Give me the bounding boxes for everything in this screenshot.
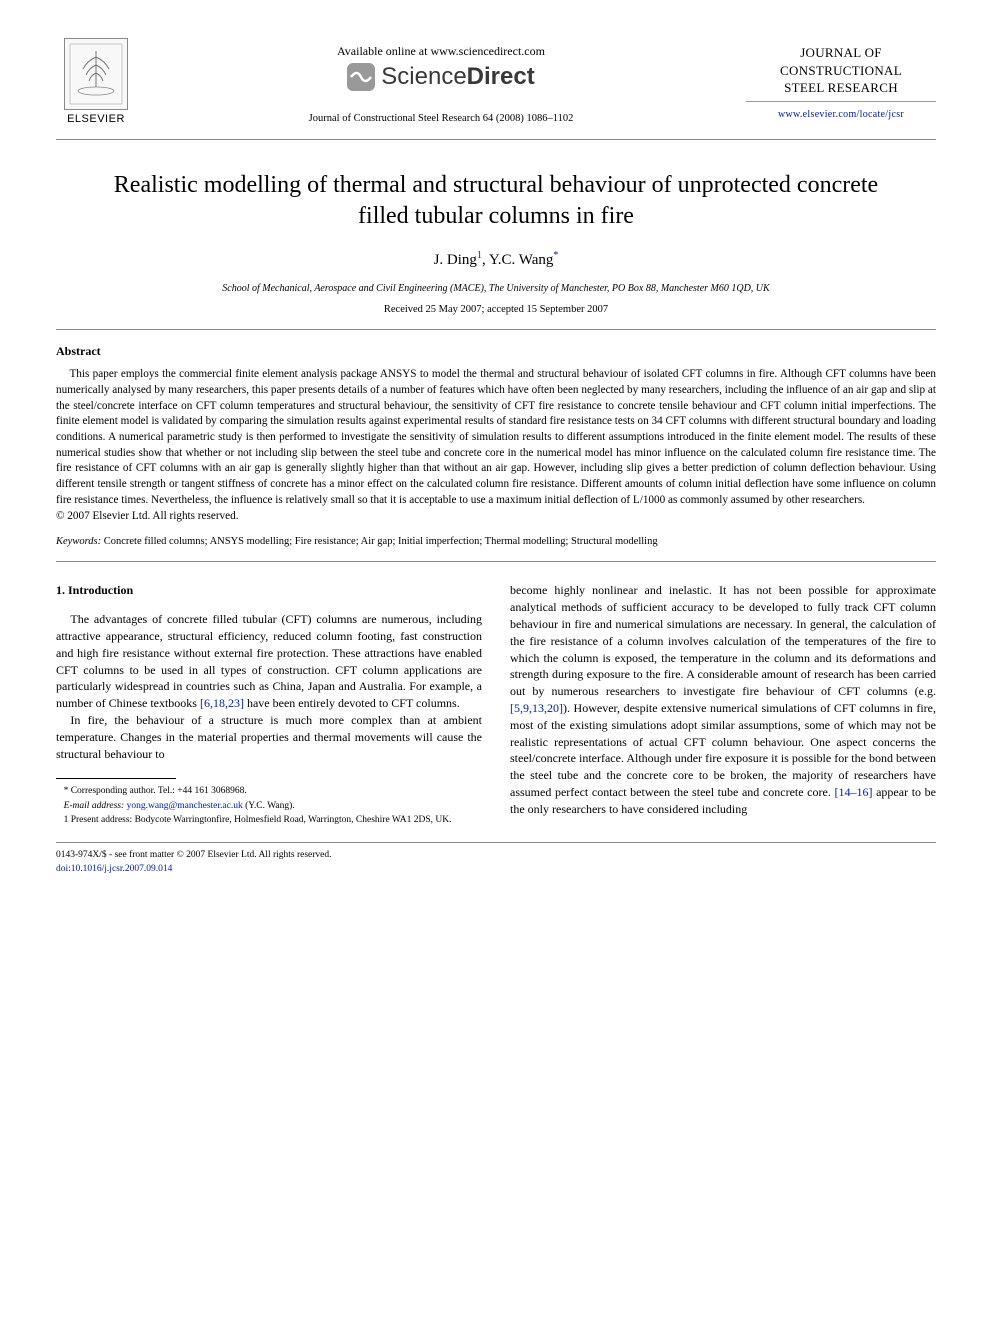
- bottom-matter: 0143-974X/$ - see front matter © 2007 El…: [56, 849, 936, 876]
- intro-p1: The advantages of concrete filled tubula…: [56, 611, 482, 712]
- intro-p2: In fire, the behaviour of a structure is…: [56, 712, 482, 762]
- intro-heading: 1. Introduction: [56, 582, 482, 599]
- publisher-name: ELSEVIER: [67, 113, 125, 125]
- author-2: Y.C. Wang: [489, 252, 554, 268]
- sciencedirect-icon: [347, 63, 375, 91]
- footnotes-separator: [56, 778, 176, 779]
- keywords-line: Keywords: Concrete filled columns; ANSYS…: [56, 536, 936, 547]
- abstract-body: This paper employs the commercial finite…: [56, 367, 936, 508]
- ref-link-14-16[interactable]: [14–16]: [834, 785, 872, 799]
- ref-link-5-9-13-20[interactable]: [5,9,13,20]: [510, 701, 563, 715]
- sd-prefix: Science: [381, 63, 466, 90]
- journal-rule: [746, 101, 936, 102]
- authors-line: J. Ding1, Y.C. Wang*: [56, 250, 936, 269]
- keywords-list: Concrete filled columns; ANSYS modelling…: [104, 536, 658, 547]
- bottom-left: 0143-974X/$ - see front matter © 2007 El…: [56, 849, 332, 876]
- sd-suffix: Direct: [467, 63, 535, 90]
- present-address-fn: 1 Present address: Bodycote Warringtonfi…: [56, 814, 482, 827]
- affiliation: School of Mechanical, Aerospace and Civi…: [56, 283, 936, 294]
- journal-name-l3: STEEL RESEARCH: [746, 79, 936, 97]
- body-columns: 1. Introduction The advantages of concre…: [56, 582, 936, 828]
- sciencedirect-logo: ScienceDirect: [347, 63, 534, 91]
- doi-label[interactable]: doi:: [56, 864, 71, 874]
- doi-link[interactable]: 10.1016/j.jcsr.2007.09.014: [71, 864, 173, 874]
- keywords-label: Keywords:: [56, 536, 101, 547]
- abstract-copyright: © 2007 Elsevier Ltd. All rights reserved…: [56, 510, 936, 522]
- elsevier-tree-icon: [64, 38, 128, 110]
- ref-link-6-18-23[interactable]: [6,18,23]: [200, 696, 244, 710]
- email-who: (Y.C. Wang).: [245, 801, 295, 811]
- email-fn: E-mail address: yong.wang@manchester.ac.…: [56, 800, 482, 813]
- abstract-heading: Abstract: [56, 344, 936, 359]
- front-matter-line: 0143-974X/$ - see front matter © 2007 El…: [56, 849, 332, 862]
- email-label: E-mail address:: [64, 801, 125, 811]
- journal-name-l1: JOURNAL OF: [746, 44, 936, 62]
- footnotes: * Corresponding author. Tel.: +44 161 30…: [56, 785, 482, 827]
- author-2-corr-link[interactable]: *: [553, 250, 558, 261]
- doi-line: doi:10.1016/j.jcsr.2007.09.014: [56, 863, 332, 876]
- article-dates: Received 25 May 2007; accepted 15 Septem…: [56, 304, 936, 315]
- available-online-text: Available online at www.sciencedirect.co…: [136, 44, 746, 59]
- journal-name-l2: CONSTRUCTIONAL: [746, 62, 936, 80]
- intro-p3: become highly nonlinear and inelastic. I…: [510, 582, 936, 817]
- intro-p1b: have been entirely devoted to CFT column…: [244, 696, 460, 710]
- author-1: J. Ding: [434, 252, 477, 268]
- left-column: 1. Introduction The advantages of concre…: [56, 582, 482, 828]
- sciencedirect-text: ScienceDirect: [381, 63, 534, 91]
- author-1-affil-link[interactable]: 1: [477, 250, 482, 261]
- bottom-rule: [56, 842, 936, 843]
- pre-abstract-rule: [56, 329, 936, 330]
- right-column: become highly nonlinear and inelastic. I…: [510, 582, 936, 828]
- post-keywords-rule: [56, 561, 936, 562]
- publisher-block: ELSEVIER: [56, 38, 136, 125]
- journal-title-block: JOURNAL OF CONSTRUCTIONAL STEEL RESEARCH…: [746, 38, 936, 121]
- header-row: ELSEVIER Available online at www.science…: [56, 38, 936, 125]
- elsevier-logo-svg: [69, 43, 123, 105]
- corresponding-author-fn: * Corresponding author. Tel.: +44 161 30…: [56, 785, 482, 798]
- intro-p3a: become highly nonlinear and inelastic. I…: [510, 583, 936, 698]
- journal-citation: Journal of Constructional Steel Research…: [136, 113, 746, 124]
- article-title: Realistic modelling of thermal and struc…: [96, 170, 896, 232]
- header-center: Available online at www.sciencedirect.co…: [136, 38, 746, 124]
- journal-url-link[interactable]: www.elsevier.com/locate/jcsr: [746, 108, 936, 122]
- email-link[interactable]: yong.wang@manchester.ac.uk: [127, 801, 243, 811]
- header-rule: [56, 139, 936, 140]
